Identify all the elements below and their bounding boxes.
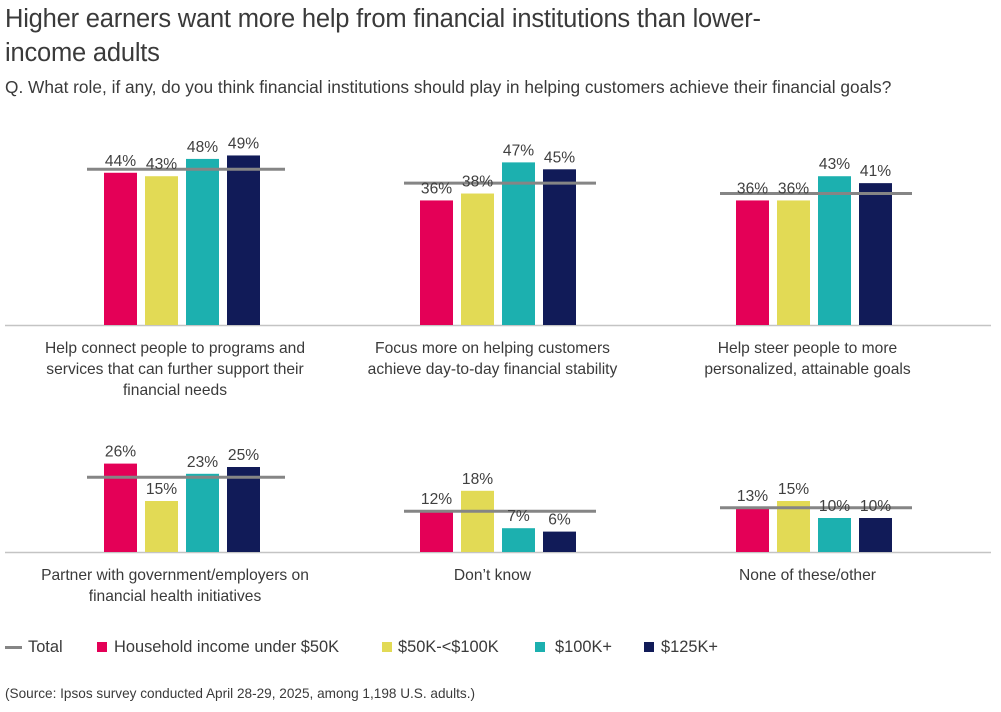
data-label: 10% bbox=[860, 498, 891, 515]
panel-5: 12% 18% 7% 6% bbox=[404, 471, 596, 552]
data-label: 18% bbox=[462, 471, 493, 488]
bar bbox=[736, 200, 769, 325]
chart-subtitle: Q. What role, if any, do you think finan… bbox=[5, 77, 892, 97]
data-label: 12% bbox=[421, 491, 452, 508]
data-label: 25% bbox=[228, 447, 259, 464]
bar bbox=[461, 193, 494, 325]
bar bbox=[227, 467, 260, 552]
bar bbox=[859, 183, 892, 325]
chart-title-line-1: Higher earners want more help from finan… bbox=[5, 5, 761, 33]
bar bbox=[186, 158, 219, 325]
data-label: 47% bbox=[503, 142, 534, 159]
legend-swatch-icon bbox=[535, 642, 545, 652]
legend-label: $125K+ bbox=[661, 638, 718, 656]
bar bbox=[145, 176, 178, 325]
bar bbox=[543, 531, 576, 552]
data-label: 10% bbox=[819, 498, 850, 515]
data-label: 36% bbox=[421, 180, 452, 197]
legend-label: Total bbox=[28, 638, 63, 656]
legend-label: $100K+ bbox=[555, 638, 612, 656]
category-label-line: financial needs bbox=[122, 382, 228, 399]
data-label: 38% bbox=[462, 174, 493, 191]
data-label: 41% bbox=[860, 163, 891, 180]
bar bbox=[502, 528, 535, 552]
legend-label: $50K-<$100K bbox=[398, 638, 499, 656]
category-label: None of these/other bbox=[655, 565, 960, 586]
category-label-line: Focus more on helping customers bbox=[375, 340, 610, 357]
bar bbox=[420, 511, 453, 552]
category-label-line: services that can further support their bbox=[46, 361, 304, 378]
chart-title: Higher earners want more help from finan… bbox=[5, 2, 995, 70]
data-label: 23% bbox=[187, 454, 218, 471]
bar bbox=[777, 200, 810, 325]
panel-1: 44% 43% 48% 49% bbox=[87, 135, 285, 325]
category-label-line: Help steer people to more bbox=[717, 340, 898, 357]
data-label: 49% bbox=[228, 135, 259, 152]
category-label: Partner with government/employers on fina… bbox=[20, 565, 330, 607]
panel-3: 36% 36% 43% 41% bbox=[720, 156, 912, 325]
bar bbox=[186, 473, 219, 552]
bar bbox=[227, 155, 260, 325]
legend-swatch-icon bbox=[97, 642, 107, 652]
data-label: 26% bbox=[105, 444, 136, 461]
bar bbox=[543, 169, 576, 325]
category-label: Focus more on helping customers achieve d… bbox=[340, 338, 645, 380]
data-label: 6% bbox=[548, 512, 571, 529]
data-label: 43% bbox=[819, 156, 850, 173]
category-label-line: personalized, attainable goals bbox=[704, 361, 911, 378]
data-label: 13% bbox=[737, 488, 768, 505]
bar bbox=[461, 490, 494, 552]
category-label-line: Partner with government/employers on bbox=[41, 567, 309, 584]
legend-swatch-icon bbox=[644, 642, 654, 652]
panel-6: 13% 15% 10% 10% bbox=[720, 481, 912, 552]
legend-total-line-icon bbox=[5, 646, 22, 649]
data-label: 36% bbox=[778, 180, 809, 197]
legend-label: Household income under $50K bbox=[114, 638, 340, 656]
bar bbox=[420, 200, 453, 325]
data-label: 45% bbox=[544, 149, 575, 166]
category-label-line: achieve day-to-day financial stability bbox=[367, 361, 618, 378]
data-label: 43% bbox=[146, 156, 177, 173]
chart-title-line-2: income adults bbox=[5, 39, 160, 67]
data-label: 15% bbox=[778, 481, 809, 498]
panel-2: 36% 38% 47% 45% bbox=[404, 142, 596, 325]
bar bbox=[818, 518, 851, 552]
category-label-line: Help connect people to programs and bbox=[44, 340, 306, 357]
data-label: 36% bbox=[737, 180, 768, 197]
bar bbox=[145, 501, 178, 552]
data-label: 44% bbox=[105, 153, 136, 170]
data-label: 48% bbox=[187, 139, 218, 156]
bar bbox=[736, 507, 769, 552]
category-label: Don’t know bbox=[340, 565, 645, 586]
bar bbox=[818, 176, 851, 325]
bar bbox=[777, 501, 810, 552]
legend-swatch-icon bbox=[382, 642, 392, 652]
category-label-line: None of these/other bbox=[739, 567, 876, 584]
bar bbox=[859, 518, 892, 552]
data-label: 7% bbox=[507, 508, 530, 525]
category-label-line: financial health initiatives bbox=[88, 588, 262, 605]
category-label-line: Don’t know bbox=[453, 567, 532, 584]
bar bbox=[502, 162, 535, 325]
legend: Total Household income under $50K $50K-<… bbox=[0, 636, 1001, 658]
category-label: Help connect people to programs and servi… bbox=[20, 338, 330, 401]
category-label: Help steer people to more personalized, a… bbox=[655, 338, 960, 380]
bar bbox=[104, 172, 137, 325]
source-note: (Source: Ipsos survey conducted April 28… bbox=[5, 686, 476, 701]
data-label: 15% bbox=[146, 481, 177, 498]
panel-4: 26% 15% 23% 25% bbox=[87, 444, 285, 552]
